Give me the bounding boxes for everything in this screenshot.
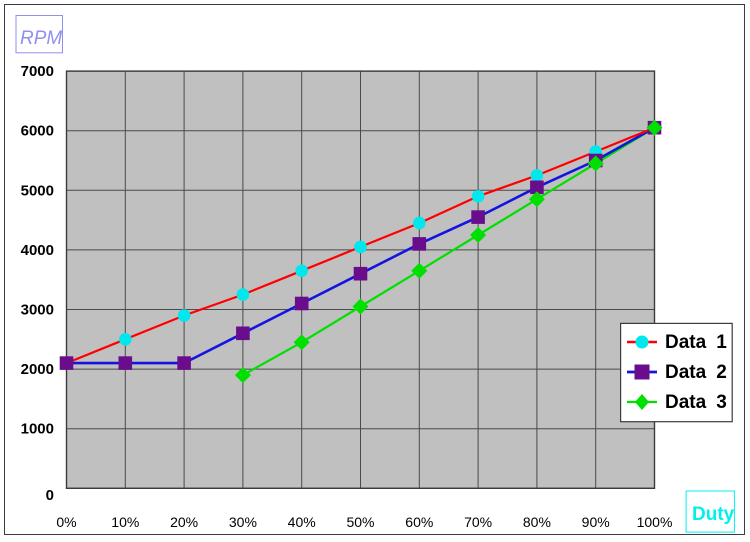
svg-text:RPM: RPM (20, 28, 62, 49)
svg-text:90%: 90% (582, 514, 610, 530)
svg-text:10%: 10% (111, 514, 139, 530)
svg-text:5000: 5000 (21, 182, 54, 199)
svg-text:50%: 50% (346, 514, 374, 530)
svg-text:70%: 70% (464, 514, 492, 530)
svg-text:100%: 100% (637, 514, 673, 530)
svg-text:7000: 7000 (21, 63, 54, 80)
svg-text:3000: 3000 (21, 302, 54, 319)
svg-text:4000: 4000 (21, 242, 54, 259)
svg-text:80%: 80% (523, 514, 551, 530)
svg-text:40%: 40% (288, 514, 316, 530)
svg-text:Duty: Duty (692, 504, 735, 525)
svg-text:30%: 30% (229, 514, 257, 530)
svg-text:1000: 1000 (21, 421, 54, 438)
svg-text:2000: 2000 (21, 361, 54, 378)
svg-text:20%: 20% (170, 514, 198, 530)
svg-text:0%: 0% (56, 514, 76, 530)
svg-text:6000: 6000 (21, 123, 54, 140)
svg-text:0: 0 (46, 487, 54, 504)
svg-text:60%: 60% (405, 514, 433, 530)
